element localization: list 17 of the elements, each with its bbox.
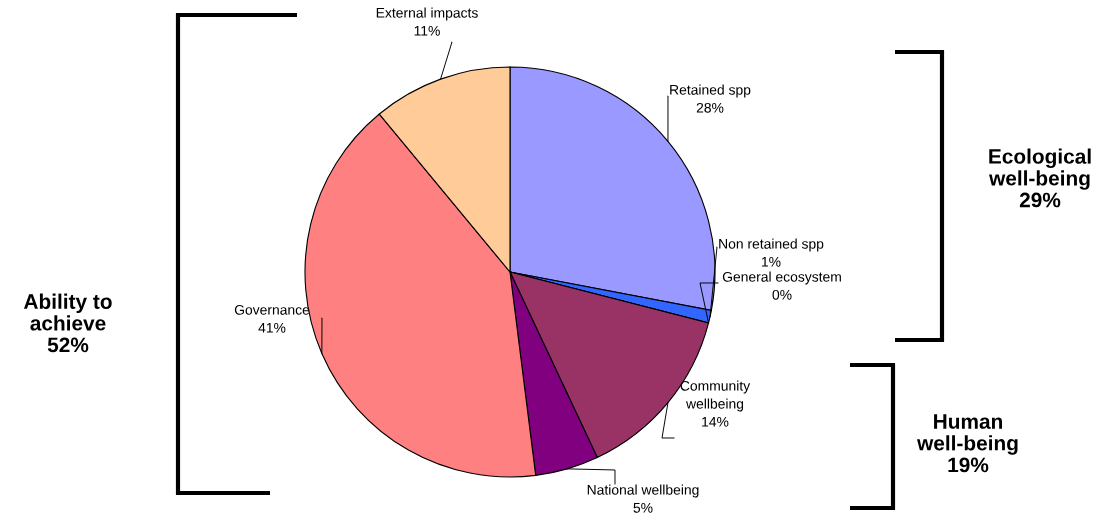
data-label: 11%	[414, 25, 440, 36]
data-label: 41%	[258, 322, 286, 333]
data-label: 5%	[633, 502, 653, 513]
data-label: 1%	[762, 256, 781, 267]
text: 0%	[772, 289, 792, 300]
text: Ability to achieve 52%	[23, 293, 112, 353]
slice-label: Community wellbeing	[680, 380, 751, 412]
slice-label: Non retained spp	[719, 238, 824, 252]
data-label: 14%	[702, 416, 729, 427]
slice-label: Retained spp	[670, 84, 751, 98]
data-label: 28%	[696, 102, 724, 113]
text: Human well-being 19%	[917, 414, 1018, 473]
category-label: General ecosystem	[722, 271, 841, 285]
slice-label: National wellbeing	[587, 484, 699, 498]
slice-label: External impacts	[376, 7, 478, 21]
slice-label: Governance	[234, 304, 310, 315]
text: Ecological well-being 29%	[989, 148, 1091, 208]
